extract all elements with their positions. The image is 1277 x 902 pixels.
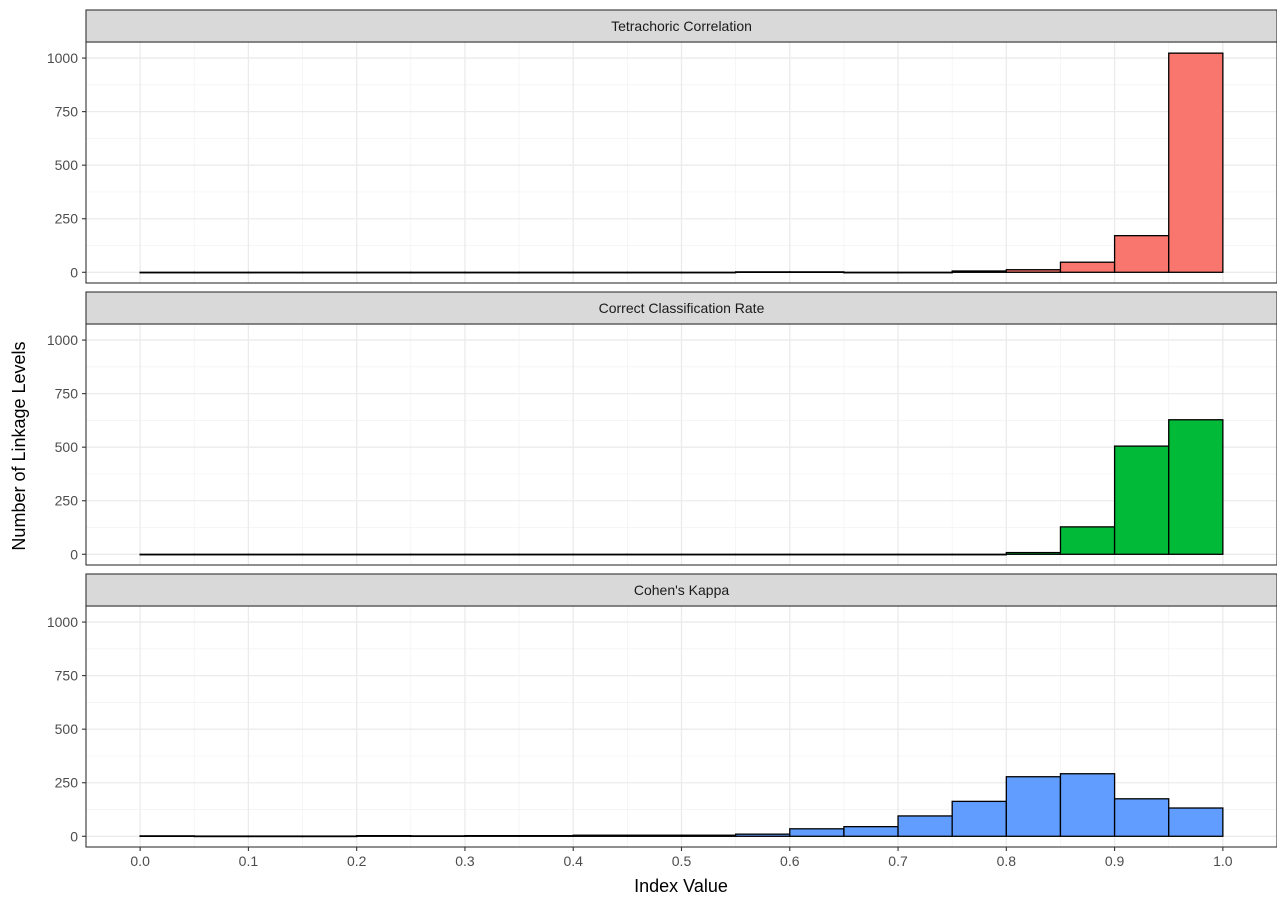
histogram-bar <box>843 825 899 837</box>
y-tick-label: 0 <box>70 546 78 562</box>
histogram-bar <box>680 834 737 837</box>
histogram-bar <box>464 553 520 556</box>
y-tick-label: 250 <box>55 493 79 509</box>
histogram-bar <box>139 271 195 274</box>
histogram-bar <box>356 553 412 556</box>
histogram-bar <box>356 271 412 274</box>
histogram-bar <box>734 271 791 274</box>
histogram-bar <box>356 834 412 837</box>
histogram-bar <box>572 271 629 274</box>
histogram-bar <box>1005 269 1062 273</box>
histogram-bar <box>789 828 845 837</box>
y-tick-label: 1000 <box>47 614 78 630</box>
histogram-bar <box>680 271 737 274</box>
x-tick-label: 0.2 <box>347 853 367 869</box>
histogram-bar <box>518 553 574 556</box>
histogram-bar <box>247 553 304 556</box>
x-tick-label: 0.8 <box>997 853 1017 869</box>
histogram-bar <box>680 553 737 556</box>
y-tick-label: 250 <box>55 211 79 227</box>
histogram-bar <box>572 834 629 837</box>
y-tick-label: 1000 <box>47 50 78 66</box>
histogram-bar <box>301 553 358 556</box>
facet-strip <box>85 573 1277 607</box>
facet-panel: Tetrachoric Correlation 0 250 500 750 1000 <box>47 9 1277 284</box>
histogram-bar <box>1005 551 1062 555</box>
histogram-bar <box>789 553 845 556</box>
facet-strip-label: Tetrachoric Correlation <box>611 18 752 34</box>
histogram-bar <box>464 834 520 837</box>
facet-strip <box>85 9 1277 43</box>
y-tick-label: 750 <box>55 386 79 402</box>
histogram-bar <box>1113 798 1170 837</box>
y-tick-label: 1000 <box>47 332 78 348</box>
histogram-bar <box>734 833 791 837</box>
histogram-bar <box>1168 419 1224 555</box>
x-tick-label: 0.3 <box>455 853 475 869</box>
histogram-bar <box>410 835 466 838</box>
facet-panel: Cohen's Kappa 0 250 500 750 1000 0.0 0.1 0.2 0.3 0… <box>47 573 1277 869</box>
y-tick-label: 0 <box>70 264 78 280</box>
y-tick-label: 750 <box>55 668 79 684</box>
y-tick-label: 0 <box>70 828 78 844</box>
histogram-bar <box>897 815 953 837</box>
histogram-bar <box>626 553 683 556</box>
histogram-bar <box>1113 235 1170 273</box>
histogram-bar <box>897 553 953 556</box>
histogram-bar <box>843 271 899 274</box>
x-tick-label: 0.7 <box>888 853 908 869</box>
histogram-bar <box>518 834 574 837</box>
histogram-bar <box>897 271 953 274</box>
histogram-bar <box>951 553 1007 556</box>
y-tick-label: 750 <box>55 104 79 120</box>
y-tick-label: 500 <box>55 721 79 737</box>
histogram-bar <box>139 553 195 556</box>
x-tick-label: 0.6 <box>780 853 800 869</box>
facet-panel: Correct Classification Rate 0 250 500 750 100… <box>47 291 1277 566</box>
histogram-bar <box>464 271 520 274</box>
histogram-bar <box>1059 261 1116 273</box>
histogram-bar <box>301 835 358 838</box>
histogram-bar <box>193 835 250 838</box>
histogram-bar <box>1005 776 1062 837</box>
facet-strip <box>85 291 1277 325</box>
histogram-bar <box>1113 445 1170 555</box>
x-tick-label: 0.4 <box>563 853 583 869</box>
facet-strip-label: Cohen's Kappa <box>634 582 730 598</box>
histogram-bar <box>843 553 899 556</box>
y-tick-label: 250 <box>55 775 79 791</box>
histogram-bar <box>1059 773 1116 837</box>
histogram-bar <box>626 834 683 837</box>
histogram-bar <box>1059 526 1116 555</box>
histogram-bar <box>572 553 629 556</box>
histogram-bar <box>1168 52 1224 273</box>
histogram-bar <box>1168 807 1224 837</box>
y-tick-label: 500 <box>55 157 79 173</box>
x-tick-label: 1.0 <box>1213 853 1233 869</box>
histogram-bar <box>951 800 1007 837</box>
facet-strip-label: Correct Classification Rate <box>599 300 765 316</box>
x-axis-title: Index Value <box>634 876 728 896</box>
x-tick-label: 0.9 <box>1105 853 1125 869</box>
y-tick-label: 500 <box>55 439 79 455</box>
histogram-bar <box>139 835 195 838</box>
histogram-bar <box>951 270 1007 273</box>
histogram-bar <box>789 271 845 274</box>
histogram-bar <box>410 553 466 556</box>
x-tick-label: 0.1 <box>239 853 259 869</box>
x-tick-label: 0.5 <box>672 853 692 869</box>
histogram-bar <box>193 553 250 556</box>
histogram-bar <box>247 271 304 274</box>
histogram-bar <box>518 271 574 274</box>
histogram-bar <box>626 271 683 274</box>
histogram-bar <box>734 553 791 556</box>
histogram-bar <box>247 835 304 838</box>
x-tick-label: 0.0 <box>130 853 150 869</box>
histogram-bar <box>193 271 250 274</box>
histogram-bar <box>301 271 358 274</box>
histogram-bar <box>410 271 466 274</box>
y-axis-title: Number of Linkage Levels <box>9 341 29 550</box>
